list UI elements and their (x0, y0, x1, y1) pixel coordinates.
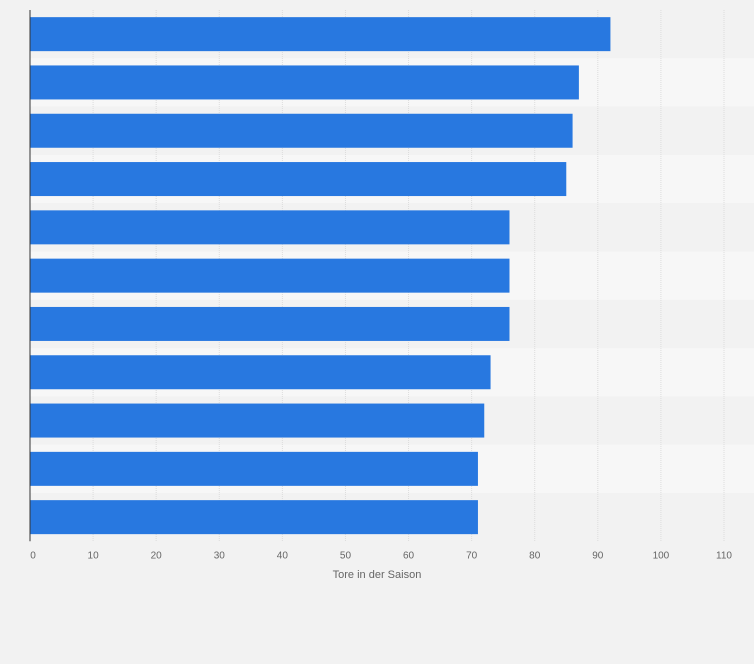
x-tick-label: 80 (529, 550, 541, 561)
x-tick-label: 60 (403, 550, 415, 561)
x-tick-label: 110 (716, 550, 732, 561)
x-tick-label: 10 (88, 550, 100, 561)
bar[interactable] (30, 403, 485, 438)
x-tick-label: 50 (340, 550, 352, 561)
bar[interactable] (30, 306, 510, 341)
x-tick-label: 90 (592, 550, 604, 561)
bar[interactable] (30, 17, 611, 52)
bar[interactable] (30, 113, 573, 148)
bar[interactable] (30, 162, 567, 197)
x-tick-label: 100 (653, 550, 670, 561)
x-tick-label: 70 (466, 550, 478, 561)
bars (30, 17, 611, 535)
x-tick-labels: 0 10 20 30 40 50 60 70 80 90 100 110 (30, 550, 732, 561)
x-tick-label: 40 (277, 550, 289, 561)
x-tick-label: 0 (30, 550, 36, 561)
bar[interactable] (30, 355, 491, 390)
bar[interactable] (30, 210, 510, 245)
x-axis-label: Tore in der Saison (333, 569, 422, 581)
bar[interactable] (30, 451, 478, 486)
bar[interactable] (30, 500, 478, 535)
x-tick-label: 30 (214, 550, 226, 561)
bar[interactable] (30, 258, 510, 293)
bar[interactable] (30, 65, 579, 100)
x-tick-label: 20 (151, 550, 163, 561)
